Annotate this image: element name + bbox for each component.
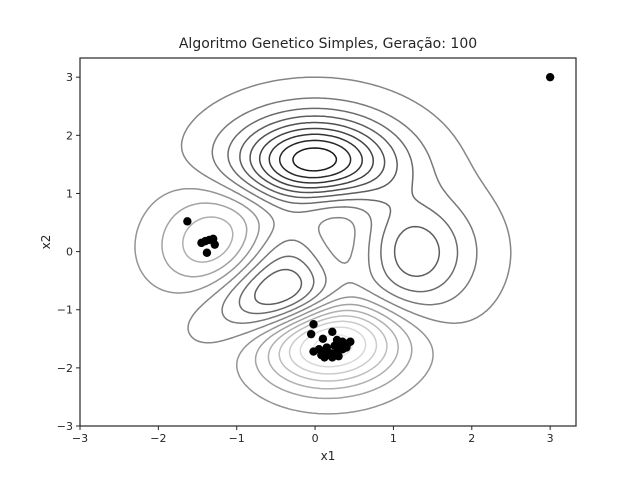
y-tick-label: −2 xyxy=(57,362,73,375)
contour-level xyxy=(292,147,338,172)
contour-level xyxy=(161,202,413,400)
x-tick-label: 0 xyxy=(312,432,319,445)
y-tick-label: 0 xyxy=(66,246,73,259)
contour-level xyxy=(278,139,352,179)
plot-frame xyxy=(79,57,577,427)
contour-level xyxy=(134,187,434,415)
y-tick-label: 2 xyxy=(66,129,73,142)
population-point xyxy=(545,72,555,82)
y-axis-ticks: −3 −2 −1 0 1 2 3 xyxy=(57,71,80,433)
population-point xyxy=(202,248,212,257)
contour-level xyxy=(249,121,386,194)
contour-level xyxy=(299,326,367,368)
population-point xyxy=(318,334,328,343)
y-tick-label: −3 xyxy=(57,420,73,433)
y-tick-label: −1 xyxy=(57,304,73,317)
x-axis-label: x1 xyxy=(321,449,336,463)
population-point xyxy=(309,320,318,329)
population-point xyxy=(210,240,219,249)
x-axis-ticks: −3 −2 −1 0 1 2 3 xyxy=(72,426,554,445)
population-point xyxy=(320,353,329,362)
contour-level xyxy=(239,115,441,306)
x-tick-label: 1 xyxy=(390,432,397,445)
x-tick-label: −3 xyxy=(72,432,88,445)
y-tick-label: 1 xyxy=(66,187,73,200)
population-point xyxy=(328,353,337,362)
contour-lines xyxy=(134,76,512,415)
contour-level xyxy=(180,76,512,344)
plot-area xyxy=(80,58,576,426)
population-point xyxy=(334,352,343,361)
population-point xyxy=(306,329,316,339)
contour-level xyxy=(211,97,478,324)
contour-level xyxy=(258,127,374,189)
population-point xyxy=(328,327,337,337)
x-tick-label: −1 xyxy=(229,432,245,445)
population-point xyxy=(309,347,318,356)
x-tick-label: −2 xyxy=(150,432,166,445)
chart-title: Algoritmo Genetico Simples, Geração: 100 xyxy=(179,36,477,52)
y-tick-label: 3 xyxy=(66,71,73,84)
y-axis-label: x2 xyxy=(39,235,53,250)
contour-level xyxy=(268,133,363,184)
population-point xyxy=(183,217,192,226)
population-points xyxy=(183,72,555,362)
x-tick-label: 2 xyxy=(468,432,475,445)
contour-level xyxy=(182,216,399,390)
population-point xyxy=(342,343,351,352)
contour-level xyxy=(227,107,459,315)
x-tick-label: 3 xyxy=(547,432,554,445)
